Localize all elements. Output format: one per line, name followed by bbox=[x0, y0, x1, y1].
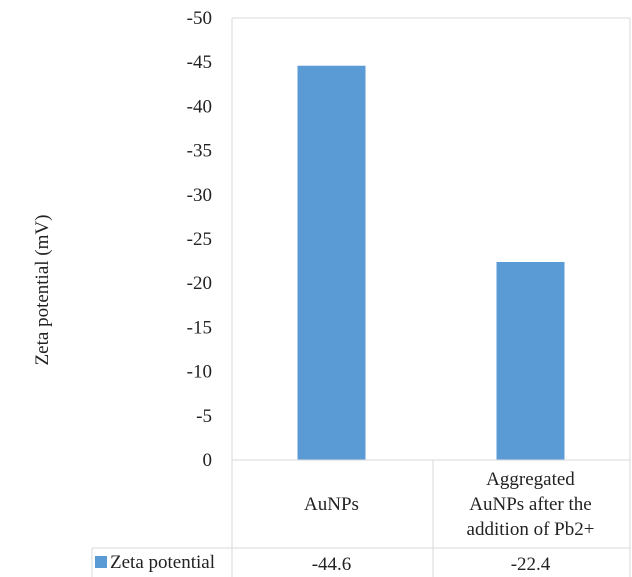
category-label: Aggregated bbox=[486, 469, 575, 490]
y-tick-label: -5 bbox=[196, 406, 212, 427]
legend-key bbox=[95, 556, 107, 568]
y-tick-label: -15 bbox=[187, 317, 212, 338]
bar-1 bbox=[297, 65, 366, 461]
y-tick-label: -10 bbox=[187, 362, 212, 383]
data-table: AuNPs Aggregated AuNPs after the addition o… bbox=[91, 459, 630, 577]
category-label: AuNPs after the bbox=[469, 494, 591, 515]
y-tick-label: -30 bbox=[187, 185, 212, 206]
y-tick-label: -20 bbox=[187, 273, 212, 294]
y-tick-label: -50 bbox=[187, 8, 212, 29]
y-tick-label: 0 bbox=[203, 450, 213, 471]
plot-frame bbox=[231, 17, 631, 577]
data-table-value: -22.4 bbox=[511, 554, 551, 575]
y-axis-ticks: 0 -5 -10 -15 -20 -25 -30 -35 -40 -45 -50 bbox=[187, 8, 212, 471]
bars bbox=[297, 65, 565, 461]
data-table-value: -44.6 bbox=[312, 554, 352, 575]
category-label: AuNPs bbox=[304, 494, 359, 515]
y-tick-label: -25 bbox=[187, 229, 212, 250]
y-tick-label: -35 bbox=[187, 141, 212, 162]
legend-series-name: Zeta potential bbox=[110, 552, 215, 573]
y-tick-label: -40 bbox=[187, 96, 212, 117]
y-tick-label: -45 bbox=[187, 52, 212, 73]
bar-2 bbox=[496, 261, 565, 460]
y-axis-label: Zeta potential (mV) bbox=[32, 215, 53, 366]
category-label: addition of Pb2+ bbox=[467, 519, 595, 540]
